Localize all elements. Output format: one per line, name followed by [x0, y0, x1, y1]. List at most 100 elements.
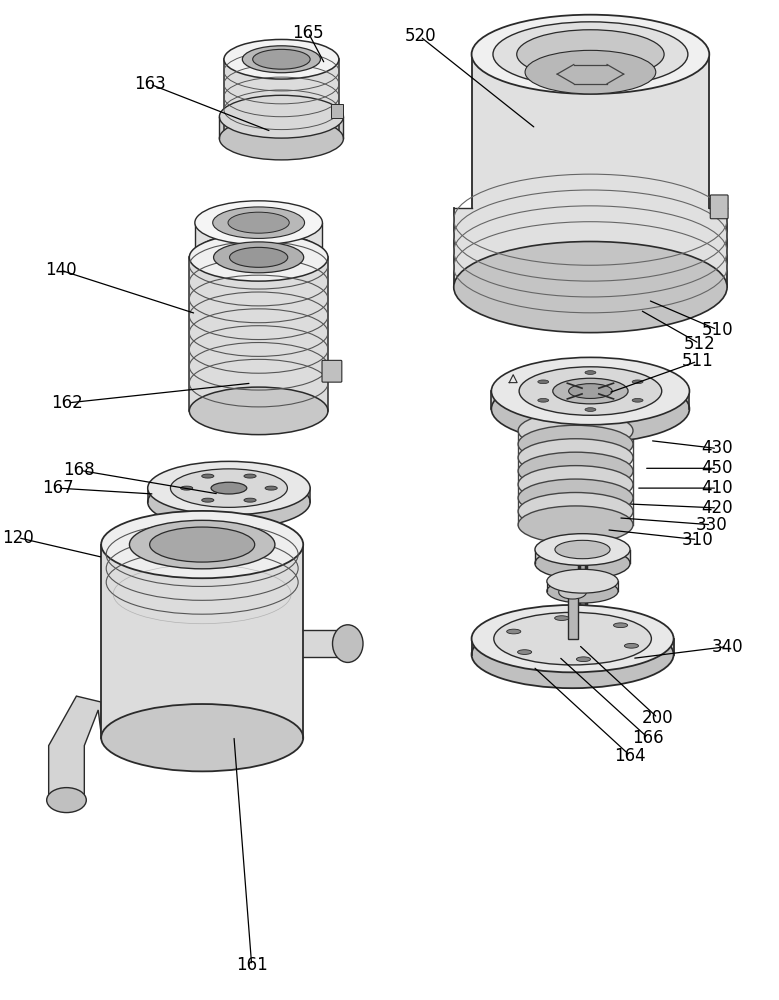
Text: 200: 200: [642, 709, 674, 727]
Polygon shape: [303, 630, 347, 657]
Text: 161: 161: [236, 956, 267, 974]
Ellipse shape: [518, 412, 633, 449]
Ellipse shape: [453, 242, 727, 333]
Ellipse shape: [148, 475, 310, 529]
Ellipse shape: [244, 498, 256, 502]
Polygon shape: [189, 257, 328, 411]
Ellipse shape: [519, 367, 661, 415]
Ellipse shape: [625, 643, 639, 648]
Text: 340: 340: [711, 638, 743, 656]
Ellipse shape: [244, 474, 256, 478]
Text: 167: 167: [42, 479, 73, 497]
Text: 410: 410: [701, 479, 733, 497]
Ellipse shape: [569, 384, 612, 398]
Ellipse shape: [614, 623, 628, 628]
Ellipse shape: [493, 22, 688, 87]
Ellipse shape: [202, 474, 214, 478]
Ellipse shape: [230, 247, 287, 267]
Polygon shape: [101, 545, 303, 738]
Polygon shape: [195, 223, 323, 254]
Ellipse shape: [585, 408, 596, 411]
Ellipse shape: [559, 585, 587, 599]
Ellipse shape: [471, 621, 674, 688]
Ellipse shape: [224, 39, 339, 79]
Ellipse shape: [101, 704, 303, 771]
Text: 163: 163: [134, 75, 166, 93]
Ellipse shape: [585, 371, 596, 374]
Ellipse shape: [576, 657, 590, 662]
Ellipse shape: [181, 486, 192, 490]
Ellipse shape: [195, 233, 323, 276]
Ellipse shape: [195, 201, 323, 245]
Ellipse shape: [252, 49, 310, 69]
Text: 430: 430: [701, 439, 733, 457]
FancyBboxPatch shape: [322, 360, 342, 382]
Ellipse shape: [518, 493, 633, 530]
Polygon shape: [148, 488, 310, 502]
Text: 164: 164: [614, 747, 646, 765]
Ellipse shape: [518, 466, 633, 503]
Text: 420: 420: [701, 499, 733, 517]
Ellipse shape: [265, 486, 277, 490]
Ellipse shape: [220, 95, 344, 138]
Polygon shape: [547, 581, 619, 591]
Polygon shape: [471, 639, 674, 655]
Ellipse shape: [471, 605, 674, 672]
Text: 512: 512: [683, 335, 715, 353]
Ellipse shape: [569, 608, 596, 617]
Ellipse shape: [101, 511, 303, 578]
Ellipse shape: [211, 482, 247, 494]
Text: 330: 330: [696, 516, 727, 534]
Ellipse shape: [538, 398, 548, 402]
Ellipse shape: [518, 425, 633, 463]
Ellipse shape: [518, 452, 633, 490]
Ellipse shape: [632, 380, 643, 384]
Ellipse shape: [213, 242, 304, 273]
Ellipse shape: [555, 540, 610, 559]
Ellipse shape: [632, 398, 643, 402]
Ellipse shape: [202, 498, 214, 502]
Polygon shape: [224, 59, 339, 138]
Text: 310: 310: [682, 531, 714, 549]
Ellipse shape: [553, 378, 628, 404]
Ellipse shape: [220, 117, 344, 160]
Text: 520: 520: [404, 27, 436, 45]
Text: 120: 120: [2, 529, 33, 547]
Ellipse shape: [516, 30, 664, 79]
Text: 140: 140: [44, 261, 76, 279]
Bar: [331, 104, 343, 118]
Ellipse shape: [129, 520, 275, 569]
Ellipse shape: [535, 548, 630, 579]
Text: 162: 162: [51, 394, 83, 412]
Ellipse shape: [494, 612, 651, 665]
Ellipse shape: [224, 119, 339, 158]
Ellipse shape: [547, 579, 619, 603]
Ellipse shape: [547, 569, 619, 593]
Text: 510: 510: [701, 321, 733, 339]
Ellipse shape: [565, 579, 580, 589]
Ellipse shape: [518, 479, 633, 517]
Ellipse shape: [228, 212, 289, 233]
Polygon shape: [568, 584, 577, 639]
Ellipse shape: [148, 461, 310, 515]
Polygon shape: [492, 391, 689, 409]
Ellipse shape: [517, 650, 532, 654]
Polygon shape: [220, 117, 344, 138]
Ellipse shape: [538, 380, 548, 384]
Polygon shape: [453, 54, 727, 287]
Ellipse shape: [242, 46, 320, 73]
Text: 165: 165: [292, 24, 324, 42]
Ellipse shape: [171, 469, 287, 507]
Text: 168: 168: [64, 461, 95, 479]
Ellipse shape: [213, 207, 305, 238]
Ellipse shape: [189, 234, 328, 281]
Ellipse shape: [525, 50, 656, 94]
Ellipse shape: [518, 439, 633, 476]
Ellipse shape: [333, 625, 363, 662]
Text: 450: 450: [701, 459, 733, 477]
Text: 166: 166: [632, 729, 664, 747]
Ellipse shape: [189, 387, 328, 435]
Ellipse shape: [150, 527, 255, 562]
Ellipse shape: [492, 357, 689, 425]
Ellipse shape: [492, 375, 689, 443]
